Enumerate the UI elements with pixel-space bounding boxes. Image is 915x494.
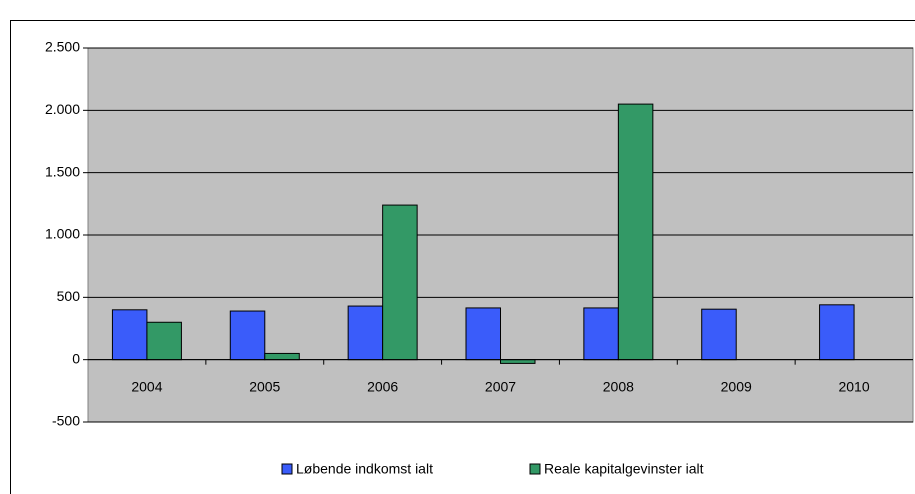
legend-swatch <box>281 463 293 475</box>
bar <box>583 307 619 361</box>
x-tick-label: 2005 <box>249 378 280 394</box>
bar <box>617 103 654 361</box>
bar <box>264 352 300 361</box>
bar <box>500 359 536 364</box>
bar <box>465 307 501 361</box>
y-tick-label: 2.000 <box>45 101 80 117</box>
bar <box>146 321 182 361</box>
x-tick-label: 2008 <box>603 378 634 394</box>
y-tick-label: 2.500 <box>45 39 80 55</box>
y-tick-label: 500 <box>57 288 81 304</box>
bar <box>382 204 418 361</box>
x-tick-label: 2009 <box>721 378 752 394</box>
y-tick-label: 1.000 <box>45 226 80 242</box>
legend-swatch <box>529 463 541 475</box>
x-tick-label: 2006 <box>367 378 398 394</box>
bar <box>347 305 384 361</box>
bar <box>229 310 266 361</box>
legend-label: Løbende indkomst ialt <box>296 461 433 477</box>
x-tick-label: 2007 <box>485 378 516 394</box>
legend-label: Reale kapitalgevinster ialt <box>544 461 704 477</box>
y-tick-label: 1.500 <box>45 163 80 179</box>
y-tick-label: 0 <box>72 350 80 366</box>
y-tick-label: -500 <box>52 413 80 429</box>
bar <box>111 309 148 361</box>
bar <box>701 308 737 361</box>
x-tick-label: 2010 <box>838 378 869 394</box>
bar <box>819 304 855 361</box>
x-tick-label: 2004 <box>131 378 162 394</box>
